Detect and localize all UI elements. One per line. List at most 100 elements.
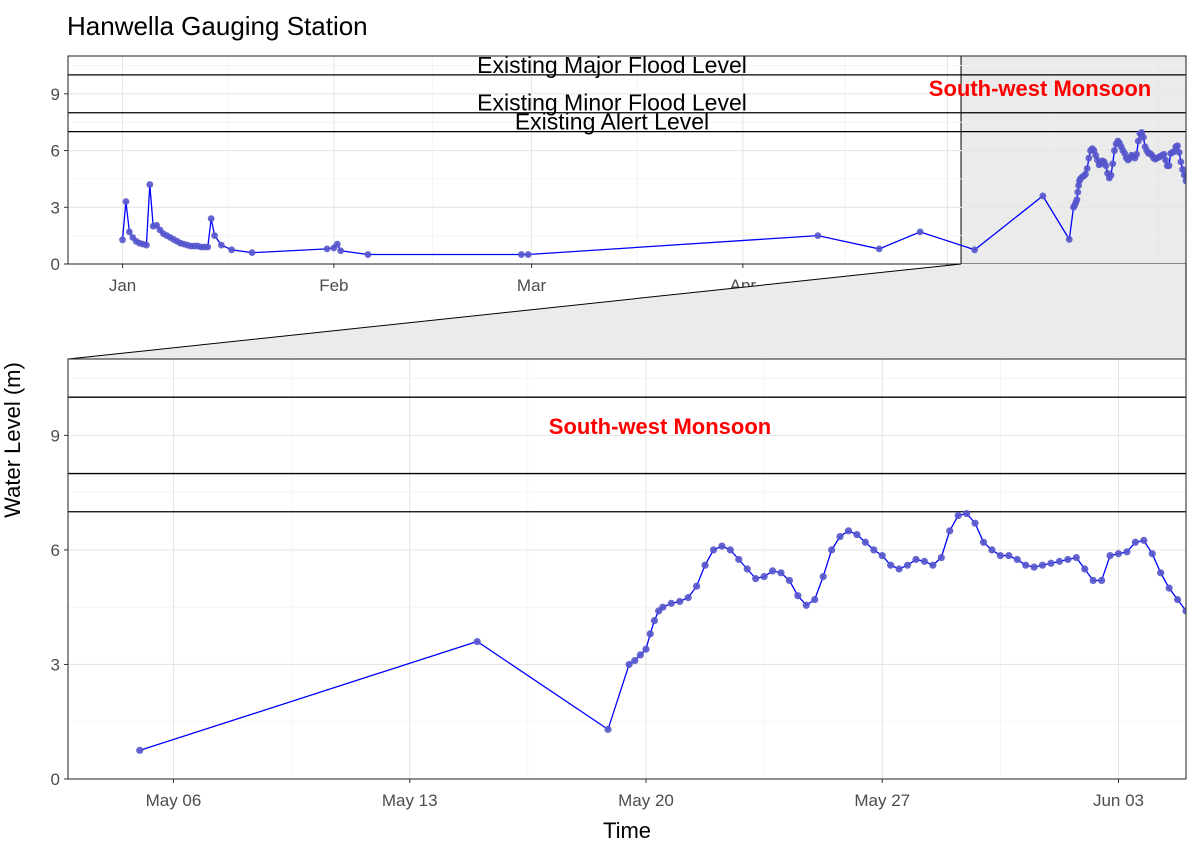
data-point (1182, 177, 1186, 185)
data-point (937, 553, 945, 562)
data-point (1030, 563, 1038, 571)
y-tick-label: 3 (51, 655, 60, 674)
data-point (916, 228, 924, 236)
data-point (1180, 171, 1186, 179)
data-point (946, 527, 954, 535)
data-point (954, 511, 962, 520)
monsoon-point (1190, 97, 1197, 104)
data-point (1064, 555, 1072, 564)
data-point (1083, 165, 1091, 172)
reference-line-label: Existing Alert Level (515, 109, 709, 135)
data-point (1074, 188, 1082, 196)
data-point (524, 251, 532, 258)
data-point (517, 251, 525, 258)
panel-border (67, 55, 1187, 265)
data-layer (136, 510, 1186, 754)
data-point (988, 546, 996, 554)
data-point (1165, 584, 1173, 592)
data-point (701, 561, 709, 569)
data-point (814, 232, 822, 240)
data-point (650, 616, 659, 625)
y-tick-label: 0 (51, 770, 60, 789)
monsoon-point (1196, 89, 1200, 96)
data-point (122, 198, 130, 206)
data-point (870, 546, 878, 554)
data-point (1022, 561, 1030, 569)
data-point (1065, 236, 1073, 243)
x-tick-label: Jun 03 (1093, 791, 1144, 810)
x-tick-label: May 20 (618, 791, 674, 810)
data-point (676, 597, 684, 606)
x-tick-label: Feb (319, 276, 348, 295)
data-point (204, 243, 212, 251)
data-point (979, 538, 988, 546)
data-point (1047, 559, 1055, 567)
data-point (1039, 192, 1047, 200)
data-point (1140, 536, 1148, 544)
monsoon-point (1195, 92, 1200, 99)
zoom-connector-left (67, 263, 962, 360)
data-point (125, 228, 133, 236)
data-point (1139, 133, 1147, 141)
data-point (971, 519, 979, 527)
data-point (1175, 149, 1183, 156)
data-point (1013, 555, 1021, 564)
data-point (211, 232, 218, 240)
data-point (811, 595, 819, 604)
data-point (1123, 548, 1131, 556)
data-point (760, 573, 768, 581)
data-point (709, 546, 718, 554)
data-point (323, 245, 331, 253)
monsoon-annotation: South-west Monsoon (549, 414, 771, 439)
data-point (248, 249, 256, 257)
zoom-connector-fill (68, 264, 1186, 359)
data-layer (119, 89, 1200, 258)
data-point (333, 240, 341, 248)
data-point (1131, 538, 1139, 546)
data-point (625, 660, 633, 669)
zoom-connector (67, 263, 1187, 360)
data-point (768, 567, 777, 575)
x-tick-label: Jan (109, 276, 136, 295)
data-point (1089, 576, 1097, 585)
data-point (887, 561, 895, 569)
data-point (684, 594, 692, 602)
data-point (920, 557, 929, 565)
data-point (726, 546, 734, 554)
data-point (819, 573, 827, 581)
data-point (119, 236, 126, 244)
data-point (1133, 150, 1140, 158)
data-point (636, 651, 644, 659)
data-point (963, 510, 971, 518)
zoom-highlight-box (960, 55, 1187, 265)
data-point (136, 746, 144, 754)
x-tick-label: May 06 (146, 791, 202, 810)
data-point (971, 246, 979, 254)
data-point (1162, 156, 1169, 164)
y-tick-label: 0 (51, 255, 60, 274)
data-point (228, 246, 236, 254)
data-point (217, 241, 225, 249)
data-point (146, 181, 154, 188)
data-point (1073, 196, 1081, 204)
data-point (802, 601, 810, 609)
data-point (1134, 137, 1142, 145)
data-point (1114, 550, 1123, 558)
data-point (1174, 142, 1181, 150)
data-point (207, 215, 215, 223)
data-point (1106, 552, 1114, 560)
overview-panel: 0369JanFebMarAprMayJunExisting Major Flo… (51, 52, 1200, 295)
data-point (752, 574, 760, 583)
data-point (1148, 550, 1156, 558)
x-tick-label: May 27 (854, 791, 910, 810)
data-point (1109, 160, 1117, 168)
data-point (1098, 576, 1106, 585)
data-point (828, 546, 836, 554)
data-point (153, 221, 161, 229)
monsoon-point (1193, 100, 1200, 107)
data-point (903, 561, 912, 569)
chart-title: Hanwella Gauging Station (67, 11, 368, 41)
data-point (1165, 162, 1173, 170)
data-point (1111, 147, 1118, 154)
